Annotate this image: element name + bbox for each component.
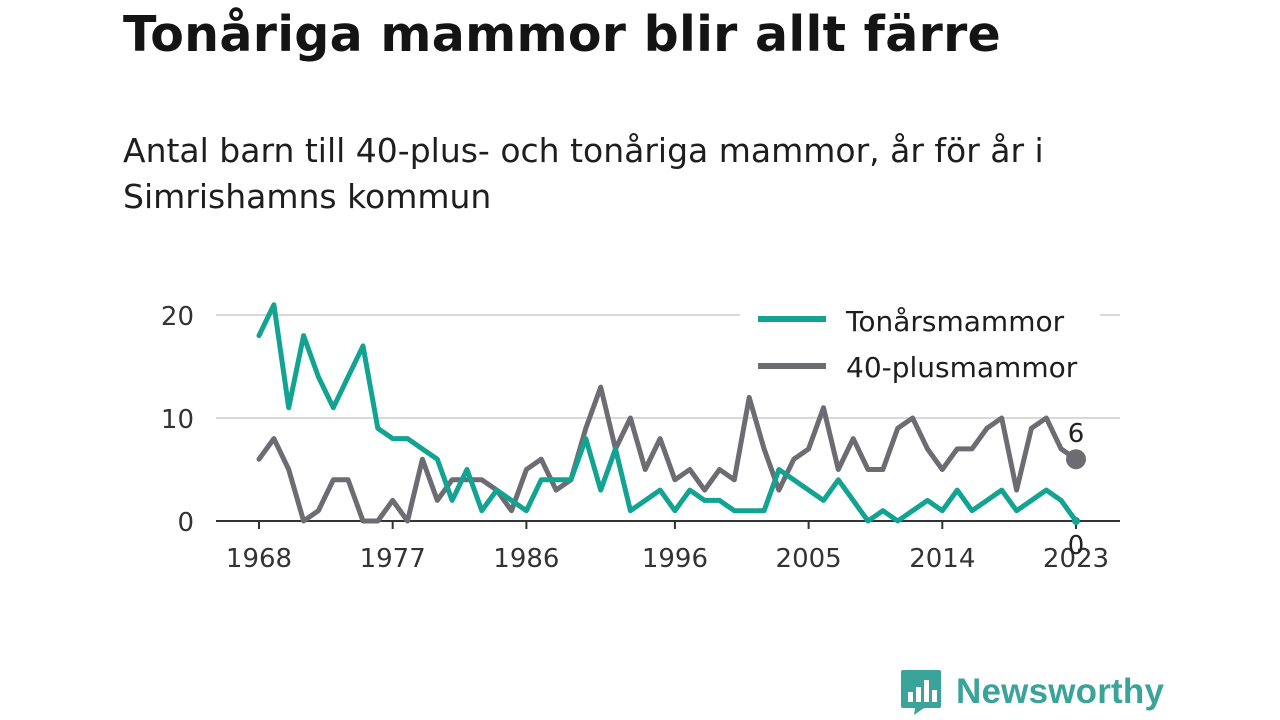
y-axis-ticks: 0 10 20 [161,302,194,538]
end-marker-teens [1072,517,1080,525]
series-lines [256,302,1079,524]
legend-label-40plus: 40-plusmammor [846,351,1078,384]
line-chart: 0 10 20 1968 1977 1986 1996 2005 2014 2023 Tonår… [160,298,1120,574]
legend: Tonårsmammor 40-plusmammor [740,298,1100,390]
y-tick-label: 20 [161,302,194,332]
y-tick-label: 0 [177,508,194,538]
x-tick-label: 1986 [493,544,559,574]
end-marker-40plus [1066,449,1086,470]
chart-title: Tonåriga mammor blir allt färre [123,6,1002,63]
x-tick-label: 1977 [360,544,426,574]
end-label-40plus: 6 [1068,419,1085,449]
x-tick-label: 2005 [776,544,842,574]
end-markers: 60 [1066,419,1086,561]
bar-chart-speech-bubble-icon [901,670,941,715]
chart-subtitle: Antal barn till 40-plus- och tonåriga ma… [123,131,1044,216]
y-tick-label: 10 [161,405,194,435]
x-tick-label: 1968 [226,544,292,574]
series-line-teens [256,302,1079,524]
newsworthy-logo: Newsworthy [900,668,1164,716]
brand-name: Newsworthy [956,672,1165,711]
x-tick-label: 1996 [642,544,708,574]
series-line-40plus [256,384,1079,524]
legend-label-teens: Tonårsmammor [845,305,1065,338]
x-axis-ticks: 1968 1977 1986 1996 2005 2014 2023 [226,521,1109,574]
x-tick-label: 2023 [1043,544,1109,574]
end-label-teens: 0 [1068,531,1085,561]
x-tick-label: 2014 [909,544,975,574]
legend-background [740,298,1100,390]
